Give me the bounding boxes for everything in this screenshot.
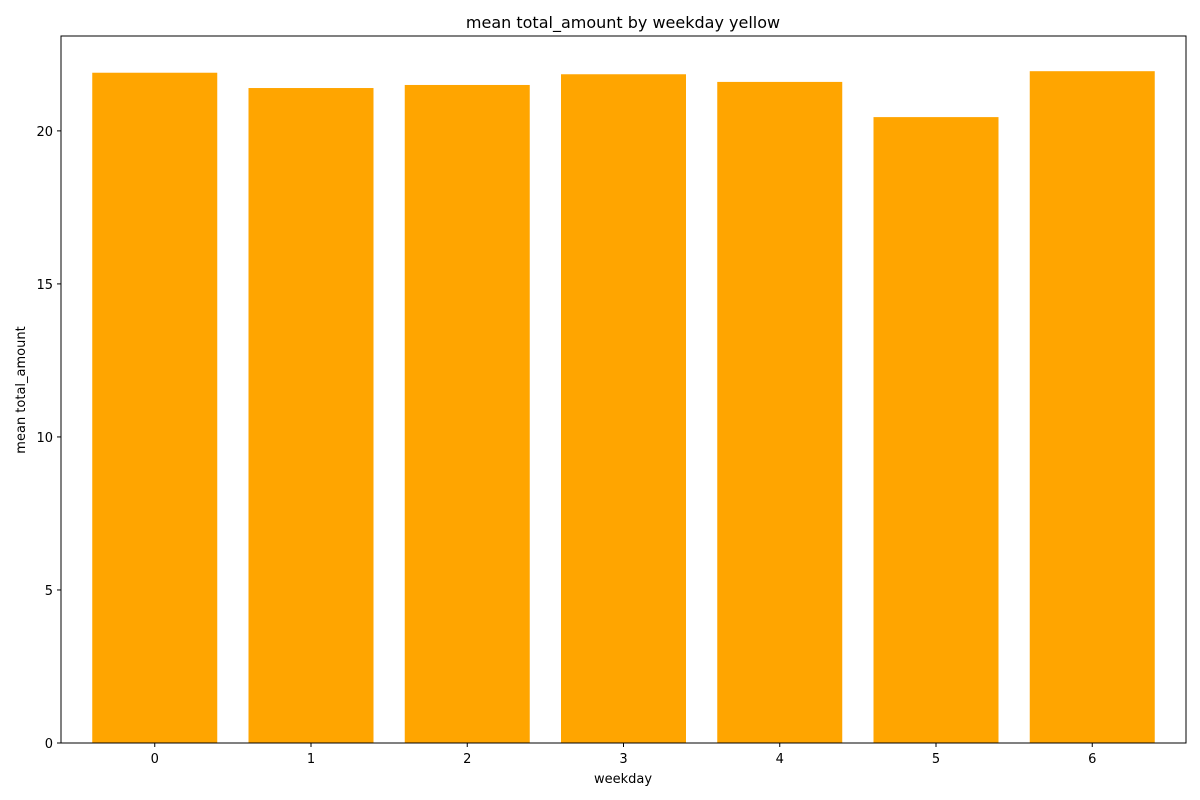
y-tick-label: 20 (36, 125, 53, 140)
y-tick-label: 15 (36, 278, 53, 293)
x-tick-label: 1 (307, 752, 315, 767)
x-tick-label: 6 (1088, 752, 1096, 767)
x-axis-title: weekday (594, 772, 652, 787)
x-axis: 0 1 2 3 4 5 6 (151, 743, 1096, 767)
bar-6 (1029, 71, 1155, 743)
bar-5 (873, 117, 999, 744)
x-tick-label: 4 (776, 752, 784, 767)
x-tick-label: 5 (932, 752, 940, 767)
bar-0 (92, 72, 218, 744)
bars-group (92, 71, 1155, 744)
x-tick-label: 0 (151, 752, 159, 767)
y-tick-label: 0 (45, 737, 53, 752)
x-tick-label: 2 (463, 752, 471, 767)
y-tick-label: 5 (45, 584, 53, 599)
bar-4 (717, 81, 843, 743)
bar-2 (404, 84, 530, 744)
y-tick-label: 10 (36, 431, 53, 446)
bar-1 (248, 88, 374, 743)
chart-title: mean total_amount by weekday yellow (466, 13, 780, 33)
bar-3 (561, 74, 686, 743)
x-tick-label: 3 (619, 752, 627, 767)
y-axis-title: mean total_amount (14, 326, 29, 453)
y-axis: 0 5 10 15 20 (36, 125, 61, 752)
